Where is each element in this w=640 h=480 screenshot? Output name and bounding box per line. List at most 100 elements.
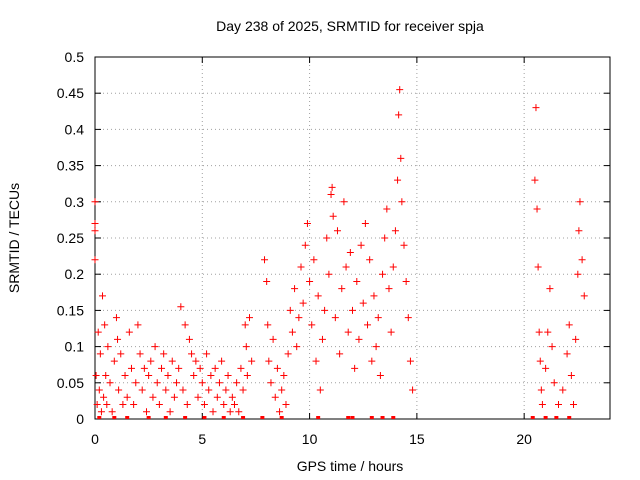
data-point-plus	[147, 357, 155, 365]
data-point-plus	[578, 256, 586, 264]
zero-value-marker	[554, 416, 559, 419]
data-point-plus	[190, 372, 198, 380]
data-point-plus	[112, 314, 120, 322]
data-point-plus	[333, 227, 341, 235]
data-point-plus	[241, 321, 249, 329]
data-point-plus	[353, 277, 361, 285]
y-tick-label: 0.35	[57, 158, 84, 174]
data-point-plus	[145, 372, 153, 380]
data-point-plus	[243, 372, 251, 380]
data-point-plus	[397, 154, 405, 162]
data-marks	[91, 86, 588, 419]
zero-value-marker	[279, 416, 284, 419]
data-point-plus	[406, 357, 414, 365]
data-point-plus	[288, 328, 296, 336]
data-point-plus	[318, 335, 326, 343]
data-point-plus	[127, 364, 135, 372]
data-point-plus	[325, 270, 333, 278]
y-tick-label: 0.1	[65, 339, 85, 355]
data-point-plus	[286, 306, 294, 314]
zero-value-marker	[125, 416, 130, 419]
data-point-plus	[314, 292, 322, 300]
data-point-plus	[346, 248, 354, 256]
zero-value-marker	[221, 416, 226, 419]
x-axis-label: GPS time / hours	[297, 458, 404, 474]
data-point-plus	[237, 364, 245, 372]
data-point-plus	[535, 328, 543, 336]
data-point-plus	[402, 277, 410, 285]
zero-value-marker	[543, 416, 548, 419]
data-point-plus	[177, 303, 185, 311]
data-point-plus	[102, 372, 110, 380]
data-point-plus	[364, 321, 372, 329]
data-point-plus	[173, 379, 181, 387]
x-tick-label: 5	[198, 431, 206, 447]
data-point-plus	[158, 364, 166, 372]
data-point-plus	[110, 357, 118, 365]
data-point-plus	[351, 364, 359, 372]
data-point-plus	[372, 343, 380, 351]
data-point-plus	[104, 343, 112, 351]
data-point-plus	[396, 86, 404, 94]
data-point-plus	[537, 386, 545, 394]
data-point-plus	[580, 292, 588, 300]
data-point-plus	[246, 314, 253, 322]
data-point-plus	[570, 401, 578, 409]
data-point-plus	[138, 386, 146, 394]
data-point-plus	[389, 263, 397, 271]
data-point-plus	[381, 234, 389, 242]
data-point-plus	[123, 393, 131, 401]
data-point-plus	[101, 321, 109, 329]
data-point-plus	[538, 401, 546, 409]
data-point-plus	[550, 379, 558, 387]
y-tick-label: 0	[76, 411, 84, 427]
zero-value-marker	[241, 416, 246, 419]
data-point-plus	[271, 393, 279, 401]
data-point-plus	[95, 386, 103, 394]
zero-value-marker	[380, 416, 385, 419]
data-point-plus	[534, 263, 542, 271]
data-point-plus	[379, 270, 387, 278]
data-point-plus	[400, 241, 408, 249]
data-point-plus	[303, 220, 311, 228]
data-point-plus	[168, 357, 176, 365]
data-point-plus	[267, 379, 275, 387]
data-point-plus	[207, 372, 215, 380]
data-point-plus	[136, 350, 144, 358]
data-point-plus	[103, 401, 111, 409]
tick-layer: 0 0.05 0.1 0.15 0.2 0.25 0.3 0.35 0.4 0.45 0.5 0 5 10…	[57, 49, 610, 447]
data-point-plus	[575, 227, 583, 235]
data-point-plus	[211, 364, 219, 372]
data-point-plus	[536, 357, 544, 365]
data-point-plus	[188, 350, 196, 358]
data-point-plus	[532, 104, 540, 112]
data-point-plus	[242, 343, 250, 351]
data-point-plus	[297, 263, 305, 271]
data-point-plus	[310, 256, 318, 264]
data-point-plus	[155, 401, 163, 409]
data-point-plus	[108, 408, 116, 416]
data-point-plus	[91, 220, 99, 228]
data-point-plus	[151, 343, 159, 351]
zero-value-marker	[369, 416, 374, 419]
data-point-plus	[96, 350, 104, 358]
data-point-plus	[276, 408, 284, 416]
data-point-plus	[264, 321, 272, 329]
zero-value-marker	[163, 416, 168, 419]
data-point-plus	[198, 379, 206, 387]
data-point-plus	[567, 372, 575, 380]
zero-value-marker	[530, 416, 535, 419]
data-point-plus	[200, 401, 208, 409]
zero-value-marker	[350, 416, 355, 419]
data-point-plus	[409, 386, 417, 394]
data-point-plus	[366, 256, 374, 264]
zero-value-marker	[97, 416, 102, 419]
data-point-plus	[114, 335, 122, 343]
data-point-plus	[361, 220, 369, 228]
data-point-plus	[355, 335, 363, 343]
data-point-plus	[328, 183, 336, 191]
data-point-plus	[331, 314, 339, 322]
data-point-plus	[359, 299, 367, 307]
x-tick-label: 20	[516, 431, 532, 447]
